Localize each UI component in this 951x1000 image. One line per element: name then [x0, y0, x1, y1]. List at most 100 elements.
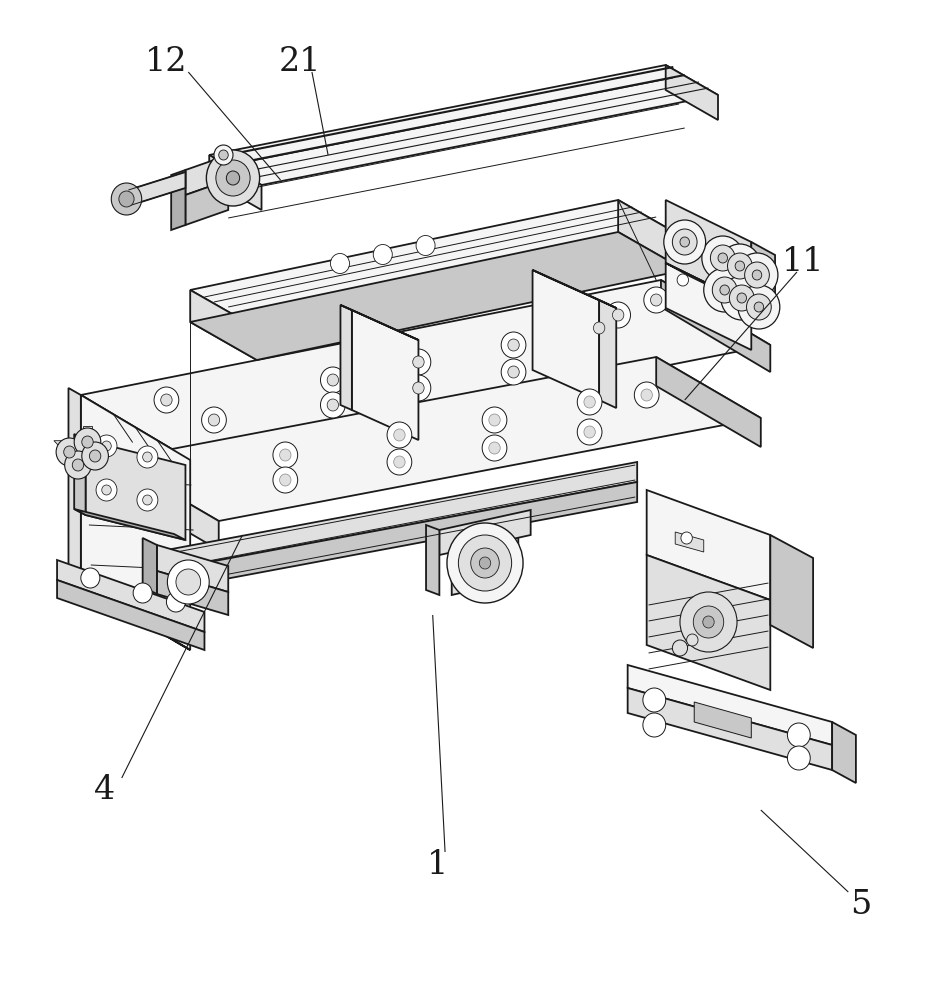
Circle shape [102, 485, 111, 495]
Polygon shape [171, 170, 185, 230]
Circle shape [680, 237, 689, 247]
Circle shape [143, 452, 152, 462]
Polygon shape [628, 665, 832, 745]
Circle shape [102, 441, 111, 451]
Circle shape [737, 293, 747, 303]
Circle shape [482, 407, 507, 433]
Circle shape [489, 414, 500, 426]
Circle shape [273, 442, 298, 468]
Polygon shape [599, 300, 616, 408]
Circle shape [508, 366, 519, 378]
Circle shape [64, 446, 75, 458]
Polygon shape [832, 722, 856, 783]
Circle shape [56, 438, 83, 466]
Circle shape [643, 713, 666, 737]
Polygon shape [533, 270, 616, 308]
Circle shape [606, 302, 631, 328]
Circle shape [447, 523, 523, 603]
Polygon shape [439, 510, 531, 555]
Polygon shape [63, 454, 83, 465]
Circle shape [720, 285, 729, 295]
Polygon shape [647, 555, 770, 690]
Polygon shape [143, 538, 157, 594]
Circle shape [137, 489, 158, 511]
Polygon shape [54, 441, 74, 452]
Circle shape [489, 442, 500, 454]
Circle shape [687, 634, 698, 646]
Circle shape [280, 449, 291, 461]
Circle shape [143, 495, 152, 505]
Circle shape [327, 399, 339, 411]
Polygon shape [68, 578, 190, 650]
Circle shape [680, 592, 737, 652]
Circle shape [587, 315, 611, 341]
Circle shape [331, 253, 350, 273]
Circle shape [219, 150, 228, 160]
Polygon shape [74, 509, 185, 540]
Circle shape [111, 183, 142, 215]
Text: 12: 12 [146, 46, 187, 78]
Circle shape [721, 276, 763, 320]
Circle shape [693, 606, 724, 638]
Circle shape [206, 150, 260, 206]
Circle shape [280, 474, 291, 486]
Polygon shape [190, 232, 685, 360]
Polygon shape [675, 532, 704, 552]
Circle shape [417, 235, 435, 255]
Polygon shape [166, 482, 637, 590]
Circle shape [501, 332, 526, 358]
Polygon shape [57, 580, 204, 650]
Circle shape [320, 392, 345, 418]
Polygon shape [166, 462, 637, 570]
Circle shape [736, 253, 778, 297]
Circle shape [729, 285, 754, 311]
Circle shape [373, 245, 393, 265]
Text: 1: 1 [427, 849, 448, 881]
Polygon shape [661, 280, 770, 372]
Polygon shape [618, 200, 685, 270]
Polygon shape [751, 242, 775, 318]
Polygon shape [81, 395, 190, 650]
Circle shape [641, 389, 652, 401]
Circle shape [710, 245, 735, 271]
Circle shape [96, 435, 117, 457]
Polygon shape [694, 702, 751, 738]
Circle shape [214, 145, 233, 165]
Circle shape [96, 479, 117, 501]
Circle shape [74, 428, 101, 456]
Circle shape [664, 220, 706, 264]
Circle shape [327, 374, 339, 386]
Circle shape [166, 592, 185, 612]
Text: 5: 5 [850, 889, 871, 921]
Circle shape [728, 253, 752, 279]
Polygon shape [340, 305, 418, 340]
Polygon shape [209, 65, 718, 185]
Circle shape [406, 349, 431, 375]
Polygon shape [426, 525, 439, 595]
Circle shape [273, 467, 298, 493]
Circle shape [577, 419, 602, 445]
Text: 4: 4 [94, 774, 115, 806]
Circle shape [508, 339, 519, 351]
Circle shape [394, 429, 405, 441]
Circle shape [704, 268, 746, 312]
Circle shape [584, 396, 595, 408]
Circle shape [119, 191, 134, 207]
Polygon shape [628, 688, 832, 770]
Circle shape [643, 688, 666, 712]
Polygon shape [114, 357, 761, 521]
Circle shape [216, 160, 250, 196]
Polygon shape [86, 440, 185, 540]
Circle shape [501, 359, 526, 385]
Circle shape [394, 456, 405, 468]
Polygon shape [666, 65, 718, 120]
Circle shape [479, 557, 491, 569]
Circle shape [137, 446, 158, 468]
Polygon shape [157, 545, 228, 592]
Text: 21: 21 [279, 46, 320, 78]
Polygon shape [452, 530, 518, 595]
Circle shape [634, 382, 659, 408]
Polygon shape [666, 200, 751, 305]
Polygon shape [647, 490, 770, 600]
Circle shape [677, 274, 689, 286]
